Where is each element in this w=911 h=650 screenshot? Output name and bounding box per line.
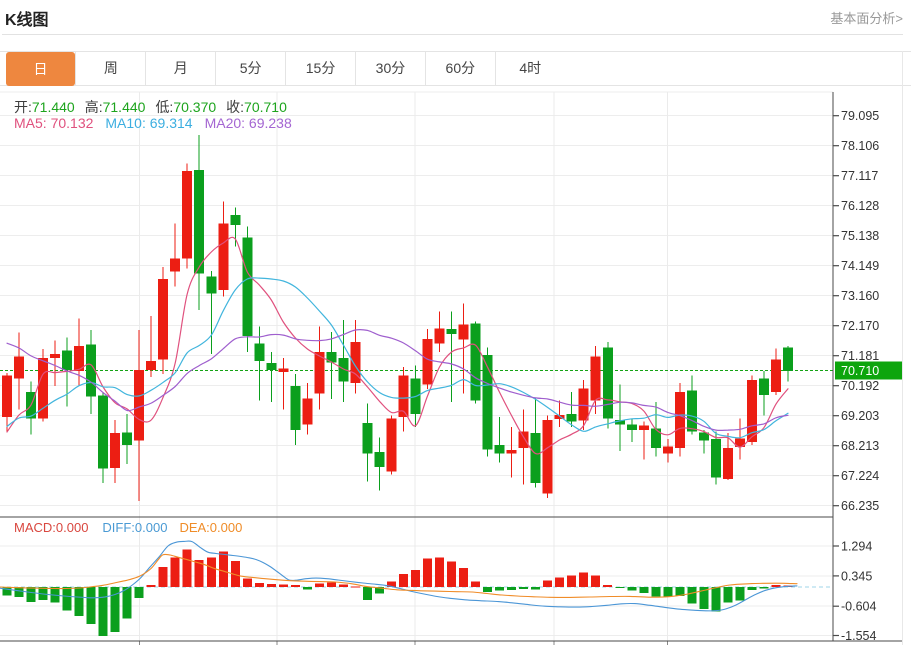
svg-text:67.224: 67.224	[841, 469, 879, 483]
svg-text:68.213: 68.213	[841, 439, 879, 453]
svg-text:75.138: 75.138	[841, 229, 879, 243]
svg-text:66.235: 66.235	[841, 499, 879, 513]
svg-text:76.128: 76.128	[841, 199, 879, 213]
svg-text:0.345: 0.345	[841, 569, 872, 583]
svg-text:74.149: 74.149	[841, 259, 879, 273]
svg-text:72.170: 72.170	[841, 319, 879, 333]
svg-text:1.294: 1.294	[841, 540, 872, 554]
svg-text:-0.604: -0.604	[841, 600, 876, 614]
svg-text:71.181: 71.181	[841, 349, 879, 363]
svg-text:69.203: 69.203	[841, 409, 879, 423]
svg-text:77.117: 77.117	[841, 169, 878, 183]
svg-text:79.095: 79.095	[841, 109, 879, 123]
svg-text:-1.554: -1.554	[841, 629, 876, 643]
svg-text:70.710: 70.710	[841, 364, 879, 378]
svg-text:73.160: 73.160	[841, 289, 879, 303]
svg-text:78.106: 78.106	[841, 139, 879, 153]
svg-text:70.192: 70.192	[841, 379, 879, 393]
